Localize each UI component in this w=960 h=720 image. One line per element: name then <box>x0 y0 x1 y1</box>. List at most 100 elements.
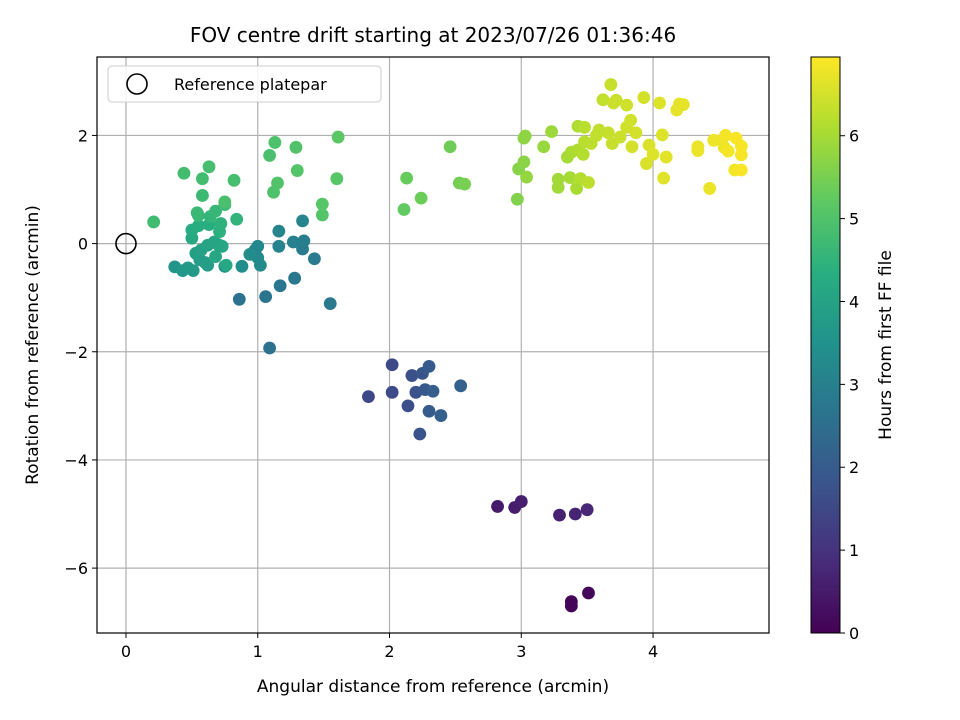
colorbar-tick-label: 5 <box>849 210 859 229</box>
data-point <box>655 128 669 142</box>
data-point <box>147 215 161 229</box>
data-point <box>401 399 415 413</box>
plot-background <box>97 57 769 633</box>
data-point <box>290 164 304 177</box>
data-point <box>703 182 717 195</box>
data-point <box>259 290 273 303</box>
data-point <box>422 359 436 373</box>
x-axis-label: Angular distance from reference (arcmin) <box>257 677 609 697</box>
data-point <box>426 384 440 398</box>
data-point <box>734 163 748 177</box>
data-point <box>232 292 246 306</box>
data-point <box>273 279 287 293</box>
data-point <box>272 224 286 238</box>
data-point <box>177 166 191 180</box>
data-point <box>230 212 244 226</box>
data-point <box>604 78 618 91</box>
data-point <box>315 197 329 211</box>
data-point <box>545 125 558 139</box>
data-point <box>414 191 428 205</box>
data-point <box>563 171 577 185</box>
data-point <box>202 160 216 174</box>
data-point <box>580 503 594 517</box>
data-point <box>272 239 286 253</box>
data-point <box>385 358 399 372</box>
data-point <box>271 176 284 190</box>
data-point <box>458 177 472 191</box>
data-point <box>657 171 670 185</box>
data-point <box>646 147 660 161</box>
data-point <box>385 385 399 399</box>
data-point <box>629 126 643 140</box>
x-tick-label: 3 <box>516 642 526 661</box>
y-axis-ticks: −6 −4 −2 0 2 <box>64 126 97 578</box>
legend: Reference platepar <box>107 65 382 103</box>
data-point <box>286 235 300 249</box>
data-point <box>227 173 241 187</box>
data-point <box>362 390 375 404</box>
data-point <box>596 93 610 107</box>
data-point <box>582 586 595 600</box>
data-point <box>491 500 504 513</box>
data-point <box>263 149 277 162</box>
colorbar-tick-label: 4 <box>849 292 859 311</box>
x-tick-label: 1 <box>253 642 263 661</box>
data-point <box>609 93 623 107</box>
data-point <box>288 271 302 285</box>
data-point <box>553 508 566 522</box>
x-tick-label: 4 <box>648 642 658 661</box>
data-point <box>434 409 448 422</box>
data-point <box>582 176 595 189</box>
data-point <box>568 507 582 521</box>
y-tick-label: −6 <box>64 559 88 578</box>
data-point <box>330 172 344 186</box>
data-point <box>570 182 584 195</box>
data-point <box>637 91 651 104</box>
data-point <box>215 239 229 253</box>
data-point <box>243 248 257 261</box>
colorbar: 0 1 2 3 4 5 6 Hours from first FF file <box>810 56 896 643</box>
legend-label: Reference platepar <box>174 75 327 94</box>
x-tick-label: 0 <box>121 642 131 661</box>
data-point <box>625 140 639 154</box>
y-axis-label: Rotation from reference (arcmin) <box>23 205 43 485</box>
data-point <box>190 206 204 220</box>
colorbar-tick-label: 3 <box>849 375 859 394</box>
data-point <box>196 172 209 186</box>
data-point <box>323 297 337 311</box>
data-point <box>721 144 735 158</box>
x-axis-ticks: 0 1 2 3 4 <box>121 633 658 661</box>
data-point <box>624 113 638 127</box>
data-point <box>289 140 303 154</box>
data-point <box>218 195 232 209</box>
legend-marker-icon <box>126 73 148 95</box>
data-point <box>413 427 427 441</box>
data-point <box>454 379 468 393</box>
plot-frame <box>96 56 770 634</box>
data-point <box>331 130 345 144</box>
data-point <box>296 214 309 228</box>
data-point <box>219 258 233 272</box>
scatter-points <box>147 78 748 613</box>
data-point <box>443 140 457 154</box>
data-point <box>653 96 667 110</box>
colorbar-gradient <box>810 56 841 634</box>
legend-box <box>107 65 382 103</box>
y-tick-label: −4 <box>64 451 88 470</box>
data-point <box>297 234 311 248</box>
data-point <box>537 140 551 154</box>
data-point <box>268 136 282 149</box>
data-point <box>209 204 222 218</box>
data-point <box>613 130 627 144</box>
data-point <box>640 157 653 170</box>
chart-title: FOV centre drift starting at 2023/07/26 … <box>190 23 676 47</box>
reference-platepar-marker <box>115 232 137 255</box>
data-point <box>192 219 205 233</box>
data-point <box>253 258 267 272</box>
data-point <box>676 98 690 111</box>
data-point <box>308 252 321 266</box>
y-tick-label: −2 <box>64 343 88 362</box>
data-point <box>186 264 200 278</box>
data-point <box>422 404 436 418</box>
data-point <box>263 341 277 355</box>
